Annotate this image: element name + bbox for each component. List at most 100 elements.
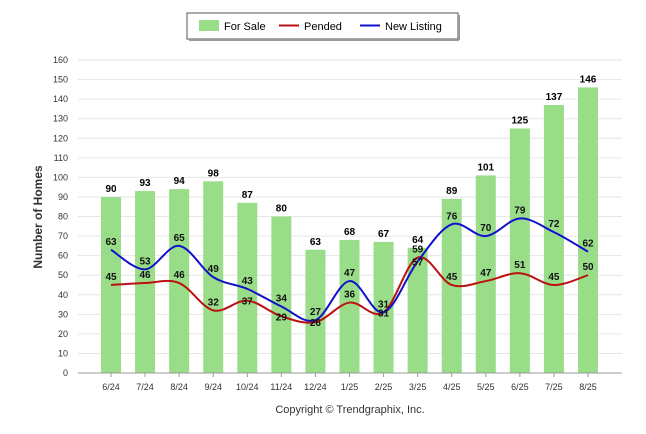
- x-tick-label: 5/25: [477, 382, 495, 392]
- new-listing-value-label: 31: [378, 308, 390, 319]
- bar-value-label: 89: [446, 186, 458, 197]
- x-tick-label: 7/25: [545, 382, 563, 392]
- bar-value-label: 94: [174, 176, 186, 187]
- bar-value-label: 63: [310, 237, 322, 248]
- new-listing-value-label: 49: [208, 264, 220, 275]
- new-listing-value-label: 53: [140, 256, 152, 267]
- x-tick-label: 4/25: [443, 382, 461, 392]
- x-tick-label: 6/24: [102, 382, 120, 392]
- x-tick-label: 6/25: [511, 382, 529, 392]
- pended-value-label: 45: [446, 272, 458, 283]
- y-tick-label: 0: [63, 368, 68, 378]
- legend-label-pended: Pended: [304, 21, 342, 33]
- y-tick-label: 10: [58, 348, 68, 358]
- x-tick-label: 7/24: [136, 382, 154, 392]
- y-tick-label: 30: [58, 309, 68, 319]
- x-tick-label: 1/25: [341, 382, 359, 392]
- y-tick-label: 60: [58, 251, 68, 261]
- bar-value-label: 93: [140, 178, 152, 189]
- bar: [339, 239, 360, 373]
- y-tick-label: 100: [53, 172, 68, 182]
- bar-value-label: 101: [477, 162, 494, 173]
- y-tick-label: 50: [58, 270, 68, 280]
- legend-label-new-listing: New Listing: [385, 21, 442, 33]
- x-tick-label: 8/25: [579, 382, 597, 392]
- new-listing-value-label: 70: [480, 223, 492, 234]
- y-tick-label: 110: [54, 153, 68, 163]
- y-axis-ticks: 0 10 20 30 40 50 60 70 80 90 100 110 120 130 140 150 160: [53, 55, 68, 378]
- bar: [373, 241, 394, 373]
- pended-value-label: 32: [208, 297, 220, 308]
- pended-value-label: 45: [548, 272, 560, 283]
- pended-value-label: 26: [310, 318, 322, 329]
- legend-box: [186, 12, 459, 40]
- line-new-listing: [110, 217, 589, 323]
- new-listing-value-label: 65: [174, 233, 186, 244]
- bar-value-label: 125: [512, 115, 529, 126]
- lines: [110, 217, 589, 324]
- legend-swatch-for-sale: [199, 20, 219, 31]
- x-tick-label: 2/25: [375, 382, 393, 392]
- pended-value-label: 47: [480, 268, 492, 279]
- new-listing-value-label: 76: [446, 211, 458, 222]
- new-listing-value-label: 72: [548, 219, 560, 230]
- pended-value-label: 36: [344, 290, 356, 301]
- bar: [169, 189, 190, 373]
- new-listing-value-label: 57: [412, 257, 424, 268]
- pended-value-label: 29: [276, 312, 288, 323]
- bar: [543, 104, 564, 374]
- y-tick-label: 150: [53, 75, 68, 85]
- y-tick-label: 140: [53, 94, 68, 104]
- y-tick-label: 40: [58, 290, 68, 300]
- y-tick-label: 80: [58, 212, 68, 222]
- bar-value-label: 90: [105, 184, 117, 195]
- x-axis-ticks: 6/24 7/24 8/24 9/24 10/24 11/24 12/24 1/25 2/25 3…: [102, 373, 597, 392]
- bar-value-label: 68: [344, 227, 356, 238]
- bar: [475, 175, 496, 373]
- x-tick-label: 3/25: [409, 382, 427, 392]
- bar: [271, 216, 292, 373]
- y-tick-label: 70: [58, 231, 68, 241]
- bar-value-label: 64: [412, 235, 424, 246]
- new-listing-value-label: 47: [344, 268, 356, 279]
- legend-label-for-sale: For Sale: [224, 21, 266, 33]
- copyright: Copyright © Trendgraphix, Inc.: [275, 404, 424, 416]
- bar-value-label: 80: [276, 204, 288, 215]
- bar-value-label: 146: [580, 74, 597, 85]
- pended-value-label: 50: [582, 262, 594, 273]
- y-tick-label: 90: [58, 192, 68, 202]
- y-axis-label: Number of Homes: [31, 165, 45, 269]
- bars: [101, 87, 598, 374]
- pended-value-label: 46: [174, 270, 186, 281]
- pended-value-label: 46: [140, 270, 152, 281]
- pended-value-label: 37: [242, 297, 254, 308]
- new-listing-value-label: 63: [105, 237, 117, 248]
- new-listing-value-label: 27: [310, 307, 322, 318]
- bar-value-label: 67: [378, 229, 390, 240]
- x-tick-label: 9/24: [204, 382, 222, 392]
- pended-value-label: 31: [378, 299, 390, 310]
- pended-value-label: 45: [105, 272, 117, 283]
- pended-value-label: 59: [412, 245, 424, 256]
- new-listing-value-label: 79: [514, 205, 526, 216]
- y-tick-label: 120: [53, 133, 68, 143]
- x-tick-label: 11/24: [270, 382, 292, 392]
- pended-value-label: 51: [514, 260, 526, 271]
- y-tick-label: 130: [53, 114, 68, 124]
- line-pended: [110, 256, 589, 324]
- x-tick-label: 12/24: [304, 382, 327, 392]
- bar: [407, 247, 428, 373]
- bar-value-label: 98: [208, 168, 220, 179]
- x-tick-label: 8/24: [170, 382, 188, 392]
- new-listing-value-label: 43: [242, 276, 254, 287]
- new-listing-value-label: 62: [582, 239, 594, 250]
- bar: [305, 249, 326, 373]
- y-tick-label: 160: [53, 55, 68, 65]
- bar: [509, 128, 530, 373]
- data-labels: 90 93 94 98 87 80 63 68 67 64 89 101 125 137 146 45 63 46…: [105, 74, 596, 329]
- new-listing-value-label: 34: [276, 293, 288, 304]
- legend: For Sale Pended New Listing: [186, 12, 460, 41]
- bar-value-label: 137: [546, 92, 563, 103]
- x-tick-label: 10/24: [236, 382, 259, 392]
